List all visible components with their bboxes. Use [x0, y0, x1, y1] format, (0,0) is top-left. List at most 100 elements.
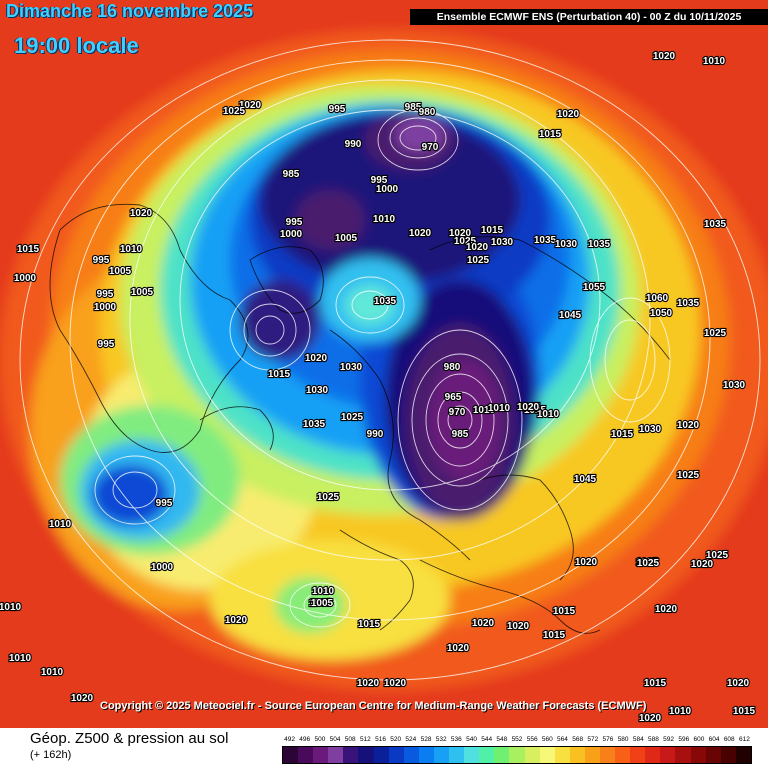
isobar-pressure-label: 1030 [639, 424, 662, 435]
scale-tick-label: 588 [648, 736, 659, 743]
legend-title: Géop. Z500 & pression au sol [30, 730, 229, 747]
color-scale-ticks: 492 496 500 504 508 512 516 520 524 528 532 536 540 5… [282, 736, 752, 746]
scale-tick-label: 596 [678, 736, 690, 743]
legend-footer: Géop. Z500 & pression au sol (+ 162h) 49… [0, 728, 768, 768]
isobar-pressure-label: 1035 [704, 219, 727, 230]
isobar-pressure-label: 1015 [539, 129, 562, 140]
isobar-pressure-label: 1035 [374, 296, 397, 307]
isobar-pressure-label: 1010 [488, 403, 511, 414]
isobar-pressure-label: 1000 [151, 562, 174, 573]
scale-swatch [720, 747, 736, 763]
scale-swatch [569, 747, 585, 763]
isobar-pressure-label: 1020 [384, 678, 407, 689]
isobar-pressure-label: 995 [93, 255, 110, 266]
isobar-pressure-label: 1025 [317, 492, 340, 503]
isobar-pressure-label: 1000 [94, 302, 117, 313]
coastlines [49, 203, 671, 634]
scale-tick-label: 580 [617, 736, 629, 743]
isobar-pressure-label: 1020 [727, 678, 750, 689]
isobar-pressure-label: 1000 [280, 229, 303, 240]
isobar-pressure-label: 970 [449, 407, 466, 418]
scale-tick-label: 492 [284, 736, 296, 743]
isobar-pressure-label: 1005 [131, 287, 154, 298]
scale-tick-label: 516 [375, 736, 386, 743]
isobar-pressure-label: 1005 [109, 266, 132, 277]
scale-swatch [343, 747, 359, 763]
isobar-pressure-label: 1010 [703, 56, 726, 67]
scale-swatch [403, 747, 419, 763]
color-scale-bar [282, 746, 752, 764]
isobar-pressure-label: 1015 [543, 630, 566, 641]
isobar-pressure-label: 990 [345, 139, 362, 150]
isobar-pressure-label: 1020 [677, 420, 700, 431]
isobar-pressure-label: 1020 [472, 618, 495, 629]
scale-swatch [373, 747, 389, 763]
isobar-pressure-label: 1005 [309, 598, 332, 609]
isobar-pressure-label: 1015 [733, 706, 756, 717]
scale-swatch [660, 747, 676, 763]
isobar-pressure-label: 1000 [14, 273, 37, 284]
scale-tick-label: 540 [466, 736, 477, 743]
isobar-pressure-label: 995 [97, 289, 114, 300]
isobar-pressure-label: 1020 [130, 208, 153, 219]
isobar-pressure-label: 1060 [646, 293, 669, 304]
isobar-pressure-label: 1010 [120, 244, 143, 255]
scale-tick-label: 496 [299, 736, 311, 743]
isobar-pressure-label: 1020 [575, 557, 598, 568]
isobar-pressure-label: 1045 [574, 474, 597, 485]
isobar-pressure-label: 1020 [653, 51, 676, 62]
scale-swatch [358, 747, 374, 763]
forecast-date: Dimanche 16 novembre 2025 [6, 1, 254, 21]
isobar-pressure-label: 1045 [559, 310, 582, 321]
isobar-pressure-label: 1020 [691, 559, 714, 570]
scale-swatch [554, 747, 570, 763]
isobar-pressure-label: 1015 [524, 405, 547, 416]
scale-tick-label: 504 [329, 736, 341, 743]
scale-swatch [388, 747, 404, 763]
scale-tick-label: 560 [541, 736, 553, 743]
model-run-banner: Ensemble ECMWF ENS (Perturbation 40) - 0… [410, 9, 768, 25]
geopotential-color-field [0, 0, 768, 728]
isobar-pressure-label: 1020 [239, 100, 262, 111]
isobar-pressure-label: 1030 [340, 362, 363, 373]
isobar-pressure-label: 1015 [17, 244, 40, 255]
isobar-pressure-label: 1055 [583, 282, 606, 293]
scale-swatch [449, 747, 465, 763]
scale-tick-label: 612 [738, 736, 750, 743]
scale-tick-label: 536 [450, 736, 462, 743]
isobar-pressure-label: 1020 [466, 242, 489, 253]
isobar-pressure-label: 985 [452, 429, 469, 440]
isobar-pressure-label: 1025 [467, 255, 490, 266]
isobar-pressure-label: 1015 [358, 619, 381, 630]
scale-tick-label: 600 [693, 736, 705, 743]
scale-swatch [494, 747, 510, 763]
isobar-pressure-label: 1015 [644, 678, 667, 689]
isobar-pressure-label: 995 [156, 498, 173, 509]
scale-swatch [705, 747, 721, 763]
isobar-pressure-label: 985 [283, 169, 300, 180]
scale-tick-label: 508 [344, 736, 356, 743]
scale-tick-label: 584 [632, 736, 644, 743]
isobar-pressure-label: 1020 [557, 109, 580, 120]
scale-tick-label: 592 [663, 736, 675, 743]
isobar-pressure-label: 1020 [517, 402, 540, 413]
scale-tick-label: 604 [708, 736, 720, 743]
isobar-pressure-label: 1010 [9, 653, 32, 664]
scale-tick-label: 548 [496, 736, 508, 743]
isobar-pressure-label: 1000 [376, 184, 399, 195]
isobar-pressure-label: 1015 [268, 369, 291, 380]
isobar-pressure-label: 1015 [611, 429, 634, 440]
isobar-pressure-label: 1035 [677, 298, 700, 309]
scale-swatch [599, 747, 616, 763]
isobar-pressure-label: 990 [367, 429, 384, 440]
isobar-pressure-label: 1010 [473, 405, 496, 416]
isobar-pressure-label: 1020 [639, 713, 662, 724]
isobar-pressure-label: 1035 [588, 239, 611, 250]
scale-swatch [464, 747, 480, 763]
isobar-lines [19, 39, 761, 681]
isobar-pressure-label: 995 [98, 339, 115, 350]
isobar-pressure-label: 1025 [636, 557, 659, 568]
